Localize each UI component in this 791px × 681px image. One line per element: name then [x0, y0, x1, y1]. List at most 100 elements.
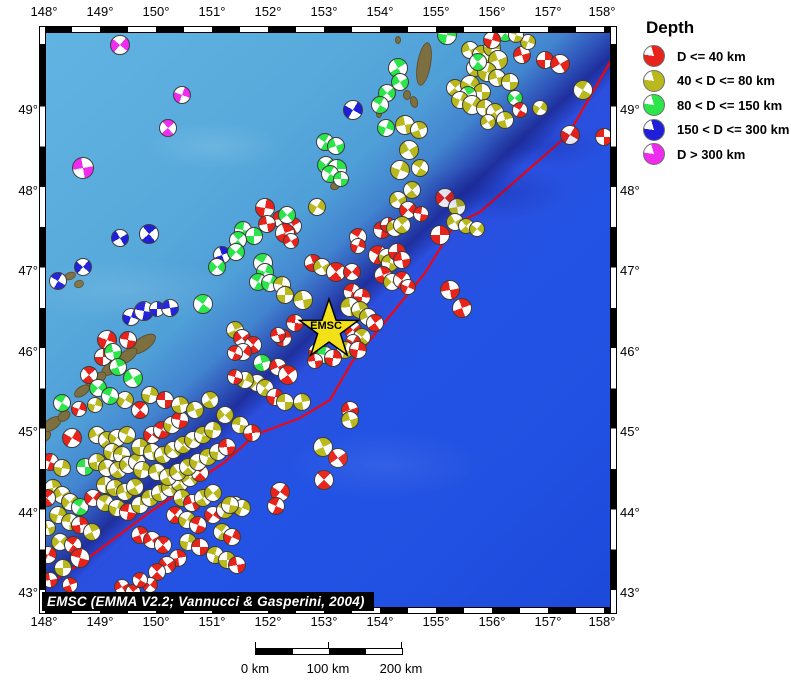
focal-mechanism-ball	[452, 298, 472, 318]
focal-mechanism-ball	[390, 160, 410, 180]
focal-mechanism-ball	[132, 572, 148, 588]
focal-mechanism-ball	[366, 314, 384, 332]
epicenter-star-icon	[297, 296, 361, 358]
focal-mechanism-ball	[371, 96, 389, 114]
legend-item-label: 150 < D <= 300 km	[677, 122, 790, 138]
focal-mechanism-ball	[400, 279, 416, 295]
focal-mechanism-ball	[520, 34, 536, 50]
legend-item: D <= 40 km	[626, 44, 791, 69]
scale-bar-segments	[255, 648, 403, 655]
focal-mechanism-ball	[327, 137, 345, 155]
focal-mechanism-ball	[480, 114, 496, 130]
axis-label-left: 43°	[18, 585, 38, 600]
map-frame-top	[39, 26, 616, 33]
focal-mechanism-ball	[123, 368, 143, 388]
focal-mechanism-ball	[110, 35, 130, 55]
epicenter-star-layer: EMSC	[297, 296, 361, 358]
axis-label-bottom: 148°	[30, 614, 58, 629]
legend-item-label: 40 < D <= 80 km	[677, 73, 775, 89]
focal-mechanism-ball	[139, 224, 159, 244]
focal-mechanism-ball	[204, 484, 222, 502]
focal-mechanism-ball	[218, 438, 236, 456]
scale-bar-tick	[401, 642, 402, 649]
focal-mechanism-ball	[216, 406, 234, 424]
epicenter-star-label: EMSC	[310, 320, 342, 332]
attribution-bar: EMSC (EMMA V2.2; Vannucci & Gasperini, 2…	[42, 592, 374, 611]
legend-item: D > 300 km	[626, 142, 791, 167]
axis-label-top: 153°	[310, 4, 338, 19]
axis-label-bottom: 150°	[142, 614, 170, 629]
focal-mechanism-ball	[413, 206, 429, 222]
scale-bar-segment	[256, 649, 293, 654]
axis-label-bottom: 158°	[588, 614, 616, 629]
focal-mechanism-ball	[324, 349, 342, 367]
focal-mechanism-ball	[532, 100, 548, 116]
focal-mechanism-ball	[258, 215, 276, 233]
axis-label-left: 47°	[18, 263, 38, 278]
scale-bar-tick	[255, 642, 256, 649]
focal-mechanism-ball	[243, 424, 261, 442]
focal-mechanism-ball	[227, 243, 245, 261]
focal-mechanism-ball	[159, 119, 177, 137]
focal-mechanism-ball	[508, 30, 524, 43]
axis-label-top: 151°	[198, 4, 226, 19]
focal-mechanism-ball	[118, 426, 136, 444]
axis-label-right: 44°	[620, 505, 640, 520]
focal-mechanism-ball	[53, 394, 71, 412]
legend-item-label: D <= 40 km	[677, 48, 746, 64]
axis-label-bottom: 149°	[86, 614, 114, 629]
axis-label-top: 158°	[588, 4, 616, 19]
legend-ball-icon	[643, 69, 665, 92]
map-frame-left	[39, 26, 46, 614]
legend-title: Depth	[646, 18, 695, 37]
focal-mechanism-ball	[83, 523, 101, 541]
legend-ball-icon	[643, 118, 665, 141]
axis-label-left: 48°	[18, 183, 38, 198]
scale-bar-segment	[365, 649, 402, 654]
focal-mechanism-ball	[469, 53, 487, 71]
focal-mechanism-ball	[74, 258, 92, 276]
focal-mechanism-ball	[469, 221, 485, 237]
focal-mechanism-ball	[221, 496, 239, 514]
attribution-text: EMSC (EMMA V2.2; Vannucci & Gasperini, 2…	[47, 594, 365, 609]
focal-mechanism-ball	[293, 393, 311, 411]
focal-mechanism-ball	[71, 401, 87, 417]
focal-mechanism-ball	[131, 401, 149, 419]
scale-bar-label: 200 km	[379, 661, 423, 676]
axis-label-top: 148°	[30, 4, 58, 19]
focal-mechanism-ball	[430, 225, 450, 245]
focal-mechanism-ball	[399, 140, 419, 160]
focal-mechanism-ball	[328, 448, 348, 468]
focal-mechanism-ball	[72, 157, 94, 179]
axis-label-bottom: 153°	[310, 614, 338, 629]
focal-mechanism-ball	[62, 428, 82, 448]
legend-rows: D <= 40 km 40 < D <= 80 km 80 < D <= 150 k…	[626, 44, 791, 167]
focal-mechanism-ball	[403, 181, 421, 199]
legend-ball-icon	[643, 94, 665, 117]
axis-label-top: 152°	[254, 4, 282, 19]
focal-mechanism-ball	[223, 528, 241, 546]
focal-mechanism-ball	[154, 536, 172, 554]
axis-label-left: 44°	[18, 505, 38, 520]
scale-bar-label: 100 km	[306, 661, 350, 676]
focal-mechanism-ball	[161, 299, 179, 317]
focal-mechanism-ball	[393, 216, 411, 234]
axis-label-top: 150°	[142, 4, 170, 19]
focal-mechanism-ball	[307, 353, 323, 369]
focal-mechanism-ball	[267, 497, 285, 515]
focal-mechanism-ball	[193, 294, 213, 314]
focal-mechanism-ball	[204, 421, 222, 439]
axis-label-right: 46°	[620, 344, 640, 359]
focal-mechanism-ball	[550, 54, 570, 74]
focal-mechanism-ball	[349, 341, 367, 359]
island	[403, 90, 411, 100]
focal-mechanism-ball	[560, 125, 580, 145]
axis-label-bottom: 157°	[534, 614, 562, 629]
scale-bar-tick	[328, 642, 329, 649]
map-canvas: EMSC	[42, 30, 613, 610]
focal-mechanism-ball	[101, 387, 119, 405]
focal-mechanism-ball	[126, 478, 144, 496]
focal-mechanism-ball	[293, 290, 313, 310]
focal-mechanism-ball	[227, 345, 243, 361]
